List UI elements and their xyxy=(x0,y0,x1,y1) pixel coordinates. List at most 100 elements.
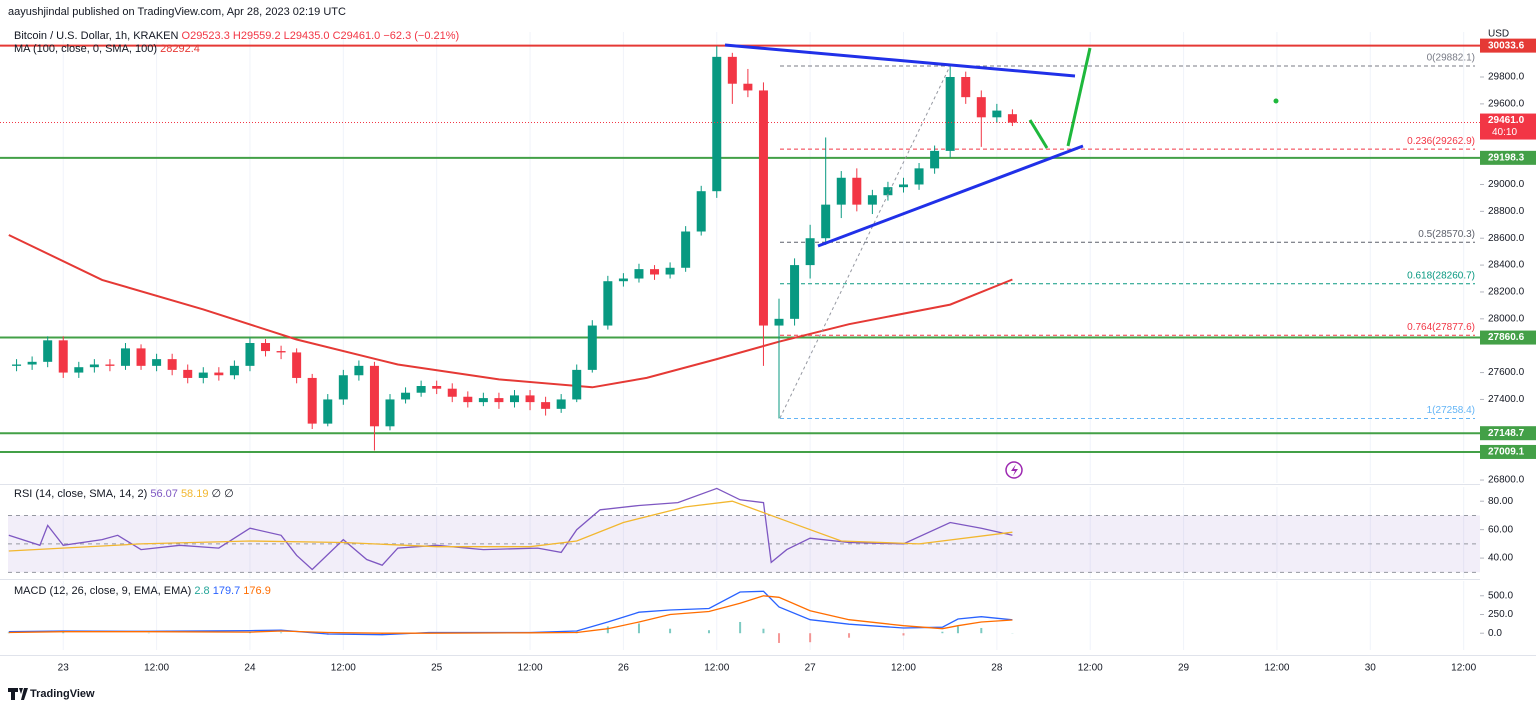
legend: MACD (12, 26, close, 9, EMA, EMA) 2.8 17… xyxy=(14,585,271,597)
candle-body xyxy=(27,361,37,365)
publisher: aayushjindal published on TradingView.co… xyxy=(8,6,346,18)
macd-histogram-bar xyxy=(762,628,765,634)
macd-histogram-bar xyxy=(809,633,812,643)
last-price-box xyxy=(1480,113,1536,140)
trend-line[interactable] xyxy=(817,144,1084,248)
candle-body xyxy=(992,110,1002,118)
candle-body xyxy=(136,348,146,366)
candle-body xyxy=(805,238,815,266)
price-label-box xyxy=(1480,38,1536,53)
candle-body xyxy=(914,168,924,185)
macd-histogram-bar xyxy=(956,626,959,634)
macd-histogram-bar xyxy=(778,633,781,643)
marker-dot xyxy=(1273,98,1279,104)
x-tick-label: 12:00 xyxy=(891,663,916,674)
brand: TradingView xyxy=(30,688,95,700)
footer-logo: TradingView xyxy=(8,688,95,700)
macd-histogram-bar xyxy=(669,628,672,634)
x-tick-label: 27 xyxy=(805,663,817,674)
candle-body xyxy=(618,278,628,282)
y-tick-label: 80.00 xyxy=(1488,496,1513,507)
candle-body xyxy=(712,56,722,192)
candle-body xyxy=(603,281,613,326)
price-label: 29198.3 xyxy=(1488,152,1525,163)
ma-name: MA (100, close, 0, SMA, 100) xyxy=(14,43,157,55)
candle-body xyxy=(432,386,442,389)
last-price-label: 29461.0 xyxy=(1488,115,1525,126)
y-tick-label: 29600.0 xyxy=(1488,99,1525,110)
candle-body xyxy=(945,77,955,151)
x-tick-label: 29 xyxy=(1178,663,1190,674)
candle-body xyxy=(261,343,271,352)
rsi-tail: ∅ ∅ xyxy=(212,488,234,500)
macd-histogram-bar xyxy=(62,632,65,634)
candle-body xyxy=(152,359,162,366)
macd-histogram-bar xyxy=(381,633,384,635)
signal-value: 176.9 xyxy=(243,585,271,597)
macd-histogram-bar xyxy=(739,621,742,634)
y-tick-label: 250.0 xyxy=(1488,609,1513,620)
macd-histogram-bar xyxy=(280,632,283,634)
price-label: 30033.6 xyxy=(1488,40,1525,51)
candle-body xyxy=(790,265,800,319)
arrow-path[interactable] xyxy=(1028,119,1049,149)
candle-body xyxy=(743,83,753,91)
candle-body xyxy=(167,359,177,370)
price-label-box xyxy=(1480,330,1536,345)
macd-histogram-bar xyxy=(941,631,944,634)
candle-body xyxy=(74,367,84,373)
rsi-ma-value: 58.19 xyxy=(181,488,209,500)
price-label: 27860.6 xyxy=(1488,332,1525,343)
candle-body xyxy=(961,77,971,98)
candle-body xyxy=(416,386,426,393)
y-tick-label: 28200.0 xyxy=(1488,287,1525,298)
trend-line[interactable] xyxy=(724,43,1076,78)
candle-body xyxy=(385,399,395,427)
candle-body xyxy=(665,267,675,275)
event-icon-bolt xyxy=(1011,464,1018,476)
legend: Bitcoin / U.S. Dollar, 1h, KRAKEN O29523… xyxy=(14,30,459,42)
macd-histogram-bar xyxy=(848,633,851,638)
candle-body xyxy=(774,318,784,326)
x-tick-label: 12:00 xyxy=(704,663,729,674)
x-tick-label: 24 xyxy=(244,663,256,674)
fib-label: 0.764(27877.6) xyxy=(1407,322,1475,333)
fib-label: 0.5(28570.3) xyxy=(1418,229,1475,240)
candle-body xyxy=(727,56,737,84)
candle-body xyxy=(634,269,644,279)
candle-body xyxy=(120,348,130,366)
candle-body xyxy=(1007,114,1017,123)
arrow-path[interactable] xyxy=(1066,47,1092,147)
ohlc-values: O29523.3 H29559.2 L29435.0 C29461.0 −62.… xyxy=(182,30,460,42)
candle-body xyxy=(525,395,535,403)
price-label-box xyxy=(1480,426,1536,441)
candle-body xyxy=(681,231,691,268)
candle-body xyxy=(463,396,473,403)
x-tick-label: 12:00 xyxy=(144,663,169,674)
candle-body xyxy=(758,90,768,326)
fib-label: 1(27258.4) xyxy=(1427,405,1475,416)
macd-histogram-bar xyxy=(637,623,640,634)
y-tick-label: 29000.0 xyxy=(1488,179,1525,190)
candle-body xyxy=(183,369,193,378)
macd-histogram-bar xyxy=(980,627,983,634)
candle-body xyxy=(292,352,302,378)
legend: RSI (14, close, SMA, 14, 2) 56.07 58.19 … xyxy=(14,488,234,500)
macd-hist-value: 2.8 xyxy=(194,585,209,597)
x-tick-label: 28 xyxy=(991,663,1003,674)
candle-body xyxy=(883,187,893,196)
macd-histogram-bar xyxy=(606,626,609,634)
x-tick-label: 12:00 xyxy=(1078,663,1103,674)
fib-label: 0.618(28260.7) xyxy=(1407,270,1475,281)
x-tick-label: 23 xyxy=(58,663,70,674)
candle-body xyxy=(401,392,411,400)
symbol-title: Bitcoin / U.S. Dollar, 1h, KRAKEN xyxy=(14,30,179,42)
candle-body xyxy=(307,377,317,424)
candle-body xyxy=(976,97,986,118)
y-tick-label: 28000.0 xyxy=(1488,313,1525,324)
y-tick-label: 26800.0 xyxy=(1488,475,1525,486)
macd-title: MACD (12, 26, close, 9, EMA, EMA) xyxy=(14,585,191,597)
